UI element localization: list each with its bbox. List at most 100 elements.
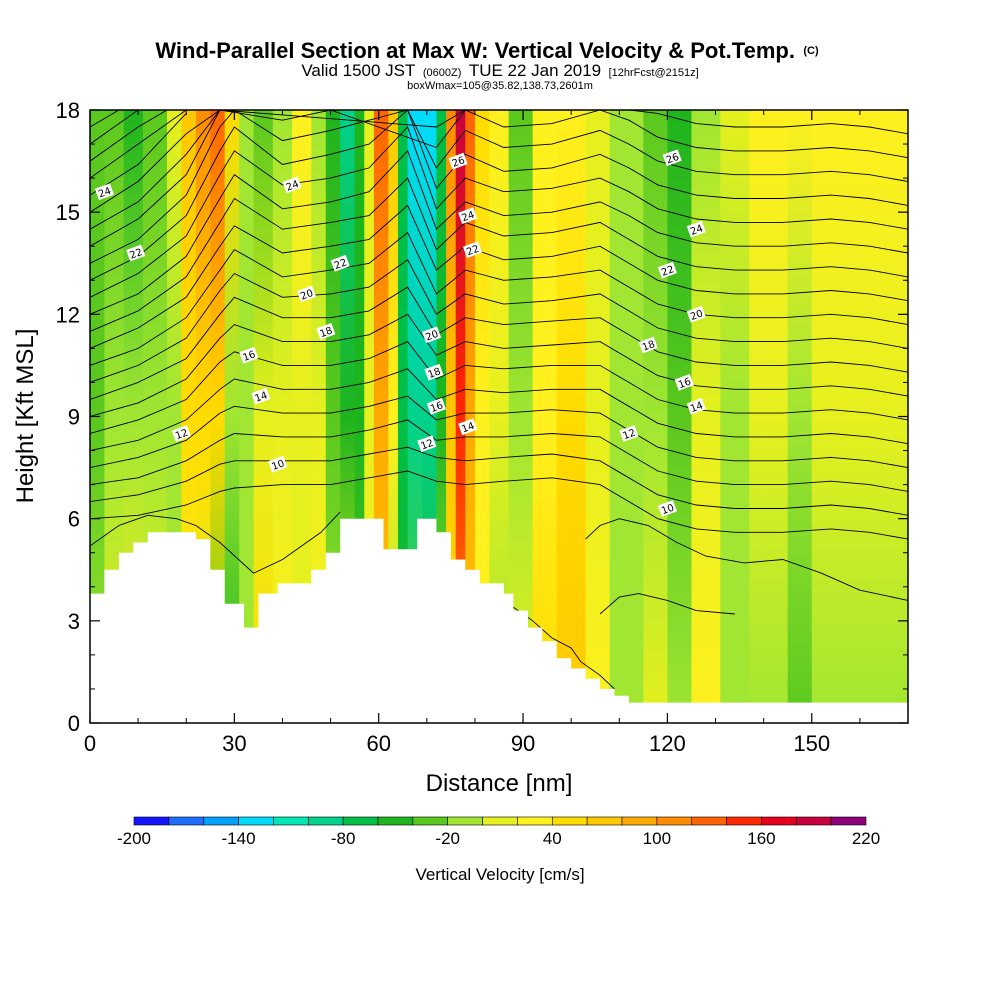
colorbar-swatch [203,816,239,826]
isentrope-line [90,110,139,145]
terrain-mask [90,518,908,723]
colorbar-swatch [133,816,170,826]
contour-label: 10 [268,455,288,473]
isentrope-line [90,286,908,400]
isentrope-line [90,313,908,417]
contour-label: 18 [316,323,336,340]
contour-label-text: 14 [460,421,476,436]
isentrope-line [90,110,168,162]
x-tick-label: 90 [511,731,535,756]
colorbar-swatch [342,816,379,826]
colorbar-swatch [726,816,762,826]
contour-label: 16 [426,397,446,415]
colorbar-swatch [761,816,797,826]
x-tick-label: 150 [793,731,830,756]
isentrope-line [90,110,221,213]
contour-label-text: 22 [465,244,481,259]
contour-label: 12 [619,425,639,443]
isentrope-line [90,204,908,349]
colorbar-swatch [830,816,867,826]
contour-label: 16 [239,346,259,364]
contour-label-text: 24 [460,210,476,225]
colorbar-swatch [517,816,553,826]
isentrope-line [90,126,908,298]
contour-label: 24 [94,183,114,201]
velocity-column [311,110,327,723]
contour-label-text: 20 [299,288,315,303]
colorbar-swatch [551,816,588,826]
isentrope-line [90,110,187,179]
contour-labels: 24 22 24 22 20 18 16 14 12 10 26 24 22 20 18 16 14 12 26 24… [94,149,706,518]
isentrope-line [90,110,908,247]
isentrope-line [90,446,908,516]
velocity-column [489,110,510,723]
isentrope-line [90,150,908,315]
contour-label-text: 16 [677,376,693,391]
isentrope-line [90,110,908,230]
contour-label-text: 18 [641,339,657,354]
velocity-column [397,110,409,723]
contour-label-text: 24 [97,186,113,201]
y-tick-label: 6 [68,507,80,532]
contour-label-text: 12 [174,428,190,443]
isentrope-line [90,395,908,469]
velocity-column [811,110,861,723]
velocity-column [465,110,476,723]
colorbar-swatch [691,816,727,826]
velocity-column [474,110,490,723]
isentrope-line [599,593,735,615]
colorbar-swatch [273,816,309,826]
velocity-column [436,110,447,723]
contour-label-text: 18 [427,366,443,381]
colorbar-swatch [586,816,623,826]
contour-label: 26 [448,152,468,170]
contour-label-text: 10 [270,458,286,473]
contour-label: 20 [686,305,706,323]
colorbar-swatch [168,816,205,826]
isentrope-line [513,606,615,690]
contour-label: 22 [126,244,146,262]
contour-label-text: 10 [660,503,676,518]
isentrope-line [90,419,908,492]
contour-label: 12 [171,425,191,443]
contour-label: 10 [657,500,677,518]
y-axis-label: Height [Kft MSL] [12,329,39,504]
contour-label-text: 12 [622,428,638,443]
contour-label-text: 26 [665,152,681,167]
velocity-column [749,110,789,723]
isentrope-line [90,470,908,540]
isentrope-line [90,177,908,332]
colorbar-tick-label: 100 [643,829,671,848]
velocity-column [455,110,466,723]
contour-label-text: 26 [451,155,467,170]
contour-label: 20 [422,326,442,344]
contour-label-text: 22 [128,247,144,262]
colorbar-swatch [412,816,449,826]
contour-label-text: 24 [285,179,301,194]
contour-label-text: 16 [429,400,445,415]
isentrope-line [90,368,908,452]
chart-title: Wind-Parallel Section at Max W: Vertical… [155,38,819,63]
colorbar-tick-label: -200 [117,829,151,848]
x-tick-label: 120 [649,731,686,756]
colorbar-swatch [377,816,414,826]
contour-label: 24 [458,207,478,225]
chart-subtitle: Valid 1500 JST (0600Z) TUE 22 Jan 2019 [… [301,61,698,80]
velocity-column [556,110,587,723]
colorbar-tick-label: -20 [435,829,460,848]
colorbar-label: Vertical Velocity [cm/s] [415,865,584,884]
colorbar-swatch [656,816,693,826]
velocity-column [667,110,693,723]
velocity-column [364,110,375,723]
isentrope-line [585,518,908,601]
contour-label: 16 [674,374,694,391]
contour-label: 12 [417,435,437,452]
axes: 0 30 60 90 120 150 0 3 6 9 12 15 18 [56,98,909,756]
contour-label: 18 [424,363,444,381]
contour-label-text: 22 [333,257,349,272]
y-tick-label: 0 [68,711,80,736]
chart-boxline: boxWmax=105@35.82,138.73,2601m [407,80,593,92]
velocity-column [787,110,813,723]
y-tick-label: 3 [68,609,80,634]
colorbar-tick-label: -80 [331,829,356,848]
